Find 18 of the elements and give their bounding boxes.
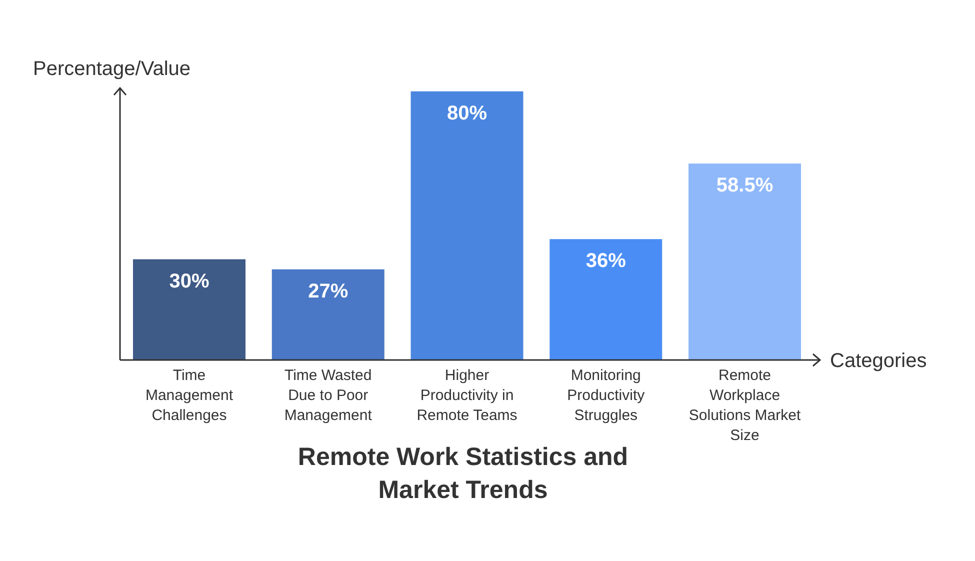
text: Remote Work Statistics and Market Trends	[298, 443, 628, 504]
data-label: 27%	[308, 280, 348, 302]
data-label: 30%	[169, 270, 210, 292]
bar	[550, 239, 662, 360]
data-label: 80%	[446, 102, 488, 124]
x-tick-label: Time Wasted Due to Poor Management	[284, 367, 373, 424]
bar	[688, 164, 801, 360]
y-axis-title: Percentage/Value	[33, 58, 191, 80]
x-tick-label: Higher Productivity in Remote Teams	[416, 367, 518, 424]
bar	[272, 269, 384, 360]
x-tick-label: Time Management Challenges	[145, 367, 234, 424]
x-axis-title: Categories	[830, 350, 927, 372]
bar	[133, 259, 246, 360]
x-tick-label: Remote Workplace Solutions Market Size	[688, 367, 802, 444]
data-label: 36%	[586, 250, 626, 272]
x-tick-label: Monitoring Productivity Struggles	[567, 367, 646, 424]
bar	[410, 91, 524, 360]
data-label: 58.5%	[716, 174, 774, 197]
